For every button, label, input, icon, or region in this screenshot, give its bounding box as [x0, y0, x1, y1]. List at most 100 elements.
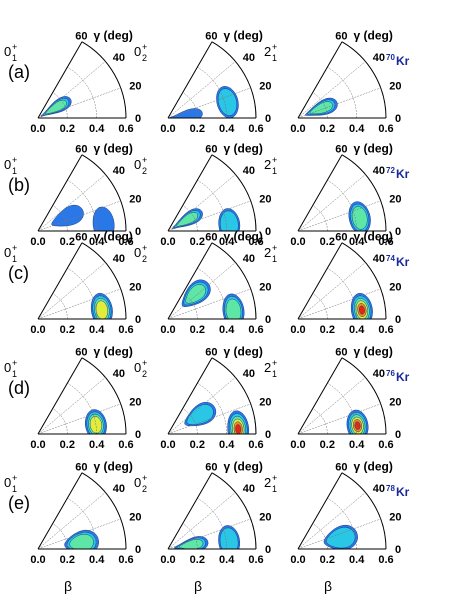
- contour-level: [309, 101, 333, 115]
- beta-tick-label: 0.0: [30, 439, 45, 451]
- beta-gridline: [211, 41, 257, 119]
- beta-gridline: [211, 357, 257, 435]
- gamma-gridline: [297, 154, 343, 232]
- gamma-tick-label: 60: [75, 144, 87, 156]
- state-label-sub: 1: [272, 254, 277, 264]
- contour-level: [51, 204, 84, 227]
- state-label-sup: +: [12, 473, 17, 483]
- beta-tick-label: 0.2: [320, 236, 335, 248]
- contour-group: [304, 97, 338, 116]
- contour-group: [168, 86, 239, 118]
- beta-gridline: [182, 293, 198, 320]
- gamma-tick-label: 60: [205, 144, 217, 156]
- state-label: 0: [134, 475, 141, 490]
- gamma-tick-label: 0: [395, 314, 401, 326]
- gamma-axis-label: γ (deg): [224, 142, 263, 156]
- contour-level: [92, 206, 115, 231]
- gamma-tick-label: 40: [113, 52, 125, 64]
- gamma-axis-label: γ (deg): [224, 460, 263, 474]
- beta-gridline: [52, 408, 68, 435]
- state-label-sub: 2: [142, 254, 147, 264]
- beta-gridline: [67, 66, 97, 119]
- gamma-gridline: [297, 518, 381, 550]
- isotope-mass: 70: [386, 53, 395, 62]
- beta-tick-label: 0.0: [290, 123, 305, 135]
- beta-tick-label: 0.2: [320, 439, 335, 451]
- gamma-tick-label: 40: [373, 52, 385, 64]
- contour-level: [235, 424, 242, 434]
- contour-group: [348, 201, 371, 231]
- gamma-gridline: [167, 154, 213, 232]
- beta-gridline: [312, 205, 328, 232]
- gamma-gridline: [167, 87, 251, 119]
- gamma-gridline: [297, 61, 366, 119]
- gamma-gridline: [167, 518, 251, 550]
- gamma-tick-label: 20: [389, 80, 401, 92]
- contour-group: [184, 401, 250, 434]
- contour-group: [90, 293, 113, 319]
- isotope-symbol: Kr: [396, 485, 410, 499]
- beta-tick-label: 0.2: [190, 439, 205, 451]
- beta-gridline: [327, 382, 357, 435]
- beta-tick-label: 0.2: [60, 123, 75, 135]
- isotope-symbol: Kr: [396, 370, 410, 384]
- contour-group: [171, 208, 241, 231]
- beta-tick-label: 0.2: [320, 324, 335, 336]
- gamma-gridline: [167, 242, 213, 320]
- contour-level: [176, 212, 199, 227]
- beta-tick-label: 0.4: [349, 439, 365, 451]
- gamma-tick-label: 40: [113, 165, 125, 177]
- contour-level: [351, 206, 368, 230]
- beta-gridline: [81, 154, 127, 232]
- gamma-tick-label: 20: [389, 511, 401, 523]
- gamma-tick-label: 20: [129, 511, 141, 523]
- state-label-sup: +: [272, 42, 277, 52]
- beta-gridline: [52, 523, 68, 550]
- gamma-tick-label: 0: [135, 226, 141, 238]
- beta-gridline: [52, 92, 68, 119]
- state-label: 2: [264, 475, 271, 490]
- gamma-tick-label: 60: [205, 462, 217, 474]
- state-label: 0: [4, 157, 11, 172]
- state-label-sup: +: [272, 473, 277, 483]
- beta-tick-label: 0.6: [248, 324, 263, 336]
- gamma-tick-label: 60: [335, 144, 347, 156]
- beta-gridline: [67, 267, 97, 320]
- beta-gridline: [211, 154, 257, 232]
- gamma-tick-label: 60: [335, 462, 347, 474]
- state-label-sub: 1: [12, 369, 17, 379]
- state-label-sup: +: [142, 358, 147, 368]
- state-label: 0: [4, 360, 11, 375]
- gamma-gridline: [167, 262, 236, 320]
- gamma-tick-label: 20: [259, 281, 271, 293]
- state-label-sub: 1: [12, 53, 17, 63]
- gamma-gridline: [297, 288, 381, 320]
- state-label-sub: 1: [272, 369, 277, 379]
- gamma-axis-label: γ (deg): [354, 142, 393, 156]
- beta-tick-label: 0.2: [60, 554, 75, 566]
- state-label: 2: [264, 44, 271, 59]
- beta-gridline: [197, 179, 227, 232]
- beta-axis-label: β: [64, 578, 72, 594]
- gamma-tick-label: 40: [243, 165, 255, 177]
- state-label-sup: +: [272, 155, 277, 165]
- row-label: (a): [8, 62, 30, 82]
- gamma-gridline: [167, 61, 236, 119]
- state-label: 0: [4, 44, 11, 59]
- beta-gridline: [182, 205, 198, 232]
- gamma-tick-label: 0: [395, 544, 401, 556]
- state-label: 0: [4, 475, 11, 490]
- state-label: 2: [264, 360, 271, 375]
- beta-tick-label: 0.2: [60, 439, 75, 451]
- contour-group: [40, 96, 72, 117]
- contour-group: [51, 204, 115, 231]
- gamma-gridline: [297, 41, 343, 119]
- state-label-sub: 2: [142, 369, 147, 379]
- beta-tick-label: 0.4: [219, 324, 235, 336]
- state-label: 2: [264, 157, 271, 172]
- beta-gridline: [197, 382, 227, 435]
- beta-tick-label: 0.0: [290, 439, 305, 451]
- beta-tick-label: 0.6: [378, 554, 393, 566]
